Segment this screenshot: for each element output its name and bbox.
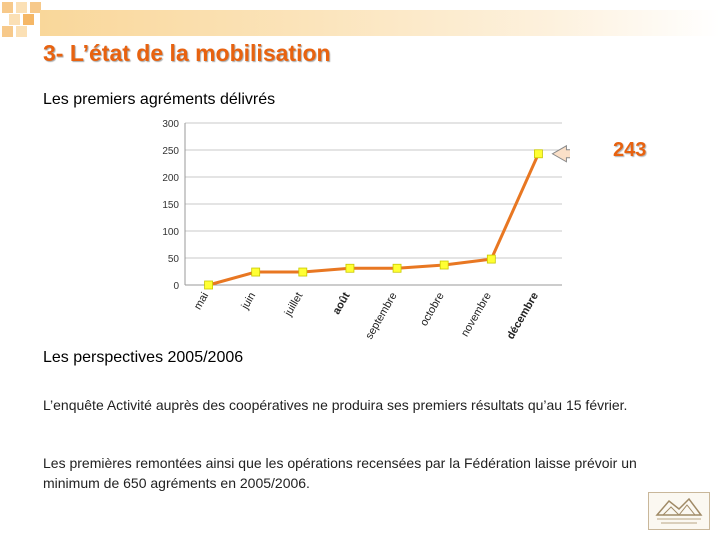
y-tick-label: 200: [162, 173, 179, 184]
x-tick-label: juillet: [282, 291, 305, 320]
x-tick-label: novembre: [459, 291, 494, 339]
x-tick-label: octobre: [418, 291, 447, 329]
x-tick-label: août: [331, 290, 353, 316]
section-heading-agrements: Les premiers agréments délivrés: [43, 91, 276, 108]
paragraph-enquete: L’enquête Activité auprès des coopérativ…: [43, 397, 628, 413]
data-point: [204, 280, 213, 290]
data-point: [251, 267, 261, 277]
chart-callout-value: 243: [613, 139, 647, 161]
x-tick-label: mai: [192, 291, 211, 312]
x-tick-label: juin: [239, 291, 258, 313]
header-band: [40, 10, 720, 36]
slide-title: 3- L’état de la mobilisation: [43, 40, 331, 66]
y-tick-label: 300: [162, 119, 179, 130]
data-point: [439, 260, 449, 270]
x-tick-label: septembre: [363, 291, 399, 342]
y-tick-label: 150: [162, 200, 179, 211]
data-point: [392, 263, 402, 273]
data-point: [486, 254, 496, 264]
callout-arrow: [551, 144, 570, 163]
data-point: [345, 263, 355, 273]
section-heading-perspectives: Les perspectives 2005/2006: [43, 349, 244, 366]
federation-logo: [648, 492, 710, 530]
y-tick-label: 250: [162, 146, 179, 157]
series-line: [208, 153, 540, 287]
paragraph-remontees: Les premières remontées ainsi que les op…: [43, 455, 637, 491]
y-tick-label: 100: [162, 227, 179, 238]
y-tick-label: 0: [173, 281, 179, 292]
data-point: [298, 267, 308, 277]
corner-decoration: [2, 2, 41, 37]
agrements-line-chart: 0 50 100 150 200 250 300 mai juin juillet août sept…: [162, 119, 570, 342]
x-tick-label: décembre: [505, 291, 541, 342]
data-point: [534, 149, 543, 159]
y-tick-label: 50: [168, 254, 180, 265]
